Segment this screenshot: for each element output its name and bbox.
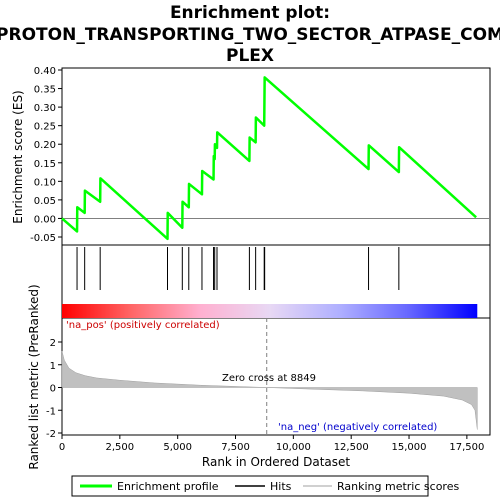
pos-correlated-label: 'na_pos' (positively correlated) bbox=[66, 320, 220, 331]
x-tick-label: 17,500 bbox=[449, 442, 484, 453]
title-line-3: PLEX bbox=[226, 46, 274, 66]
es-y-tick-label: 0.35 bbox=[34, 85, 56, 96]
neg-correlated-label: 'na_neg' (negatively correlated) bbox=[278, 422, 437, 433]
x-tick-label: 5,000 bbox=[163, 442, 192, 453]
x-axis-label: Rank in Ordered Dataset bbox=[202, 455, 350, 469]
es-y-tick-label: 0.00 bbox=[34, 214, 56, 225]
es-y-tick-label: -0.05 bbox=[30, 233, 56, 244]
es-y-tick-label: 0.05 bbox=[34, 196, 56, 207]
enrichment-profile-line bbox=[61, 76, 477, 241]
es-y-tick-label: 0.40 bbox=[34, 66, 56, 77]
metric-y-tick-label: 2 bbox=[50, 338, 56, 349]
x-tick-label: 12,500 bbox=[334, 442, 369, 453]
es-panel-frame bbox=[61, 67, 491, 246]
legend-label-enrichment: Enrichment profile bbox=[117, 480, 219, 493]
title-line-1: Enrichment plot: bbox=[170, 3, 330, 23]
legend: Enrichment profile Hits Ranking metric s… bbox=[71, 475, 459, 497]
es-y-tick-label: 0.20 bbox=[34, 140, 56, 151]
metric-y-tick-label: -2 bbox=[46, 429, 56, 440]
title-line-2: PROTON_TRANSPORTING_TWO_SECTOR_ATPASE_CO… bbox=[0, 25, 500, 45]
x-tick-label: 2,500 bbox=[106, 442, 135, 453]
legend-label-hits: Hits bbox=[270, 480, 292, 493]
metric-y-tick-label: -1 bbox=[46, 406, 56, 417]
es-y-tick-label: 0.25 bbox=[34, 122, 56, 133]
metric-layer: 210-1-20 2,500 5,000 7,500 10,000 12,500 15,00… bbox=[46, 318, 484, 453]
metric-y-tick-label: 1 bbox=[50, 361, 56, 372]
es-y-axis-label: Enrichment score (ES) bbox=[11, 90, 25, 223]
es-y-tick-label: 0.15 bbox=[34, 159, 56, 170]
ranking-metric-area bbox=[61, 351, 478, 430]
x-tick-label: 10,000 bbox=[276, 442, 311, 453]
es-y-tick-label: 0.10 bbox=[34, 177, 56, 188]
x-tick-label: 0 bbox=[59, 442, 65, 453]
zero-cross-label: Zero cross at 8849 bbox=[222, 373, 316, 384]
metric-y-axis-label: Ranked list metric (PreRanked) bbox=[27, 284, 41, 469]
es-y-tick-label: 0.30 bbox=[34, 103, 56, 114]
x-tick-label: 7,500 bbox=[221, 442, 250, 453]
chart-title: Enrichment plot: PROTON_TRANSPORTING_TWO… bbox=[0, 3, 500, 66]
ranking-color-band bbox=[62, 304, 478, 318]
x-tick-label: 15,000 bbox=[392, 442, 427, 453]
hits-layer bbox=[62, 247, 478, 318]
legend-label-ranking: Ranking metric scores bbox=[337, 480, 459, 493]
metric-y-tick-label: 0 bbox=[50, 384, 56, 395]
es-layer: 0.40 0.35 0.30 0.25 0.20 0.15 0.10 0.05 0.00 -0.0… bbox=[30, 66, 490, 244]
